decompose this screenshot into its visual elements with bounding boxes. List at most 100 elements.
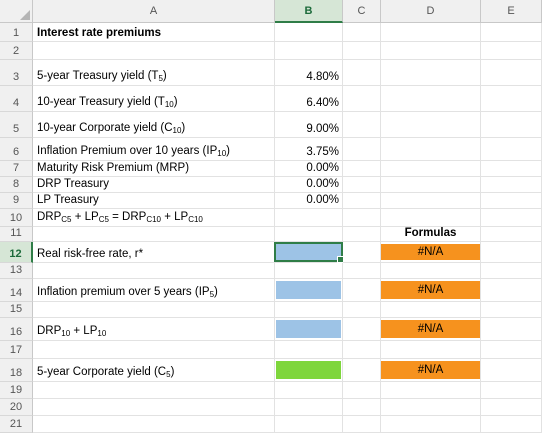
cell-e2[interactable] (481, 42, 542, 60)
cell-c14[interactable] (343, 279, 381, 302)
cell-d8[interactable] (381, 177, 481, 193)
cell-b19[interactable] (275, 382, 343, 399)
cell-d20[interactable] (381, 399, 481, 416)
cell-d6[interactable] (381, 138, 481, 161)
cell-d18[interactable]: #N/A (381, 359, 481, 382)
cell-a1[interactable]: Interest rate premiums (33, 23, 275, 42)
cell-c13[interactable] (343, 263, 381, 279)
cell-b1[interactable] (275, 23, 343, 42)
cell-e9[interactable] (481, 193, 542, 209)
cell-c12[interactable] (343, 242, 381, 263)
cell-d3[interactable] (381, 60, 481, 86)
row-header-2[interactable]: 2 (0, 42, 33, 60)
cell-b3[interactable]: 4.80% (275, 60, 343, 86)
cell-a16[interactable]: DRP10 + LP10 (33, 318, 275, 341)
cell-a13[interactable] (33, 263, 275, 279)
row-header-17[interactable]: 17 (0, 341, 33, 359)
cell-d7[interactable] (381, 161, 481, 177)
cell-b7[interactable]: 0.00% (275, 161, 343, 177)
cell-a15[interactable] (33, 302, 275, 318)
cell-a5[interactable]: 10-year Corporate yield (C10) (33, 112, 275, 138)
cell-b9[interactable]: 0.00% (275, 193, 343, 209)
row-header-21[interactable]: 21 (0, 416, 33, 433)
cell-e20[interactable] (481, 399, 542, 416)
cell-b16[interactable] (275, 318, 343, 341)
cell-e18[interactable] (481, 359, 542, 382)
cell-c5[interactable] (343, 112, 381, 138)
row-header-13[interactable]: 13 (0, 263, 33, 279)
cell-c7[interactable] (343, 161, 381, 177)
cell-a8[interactable]: DRP Treasury (33, 177, 275, 193)
cell-a20[interactable] (33, 399, 275, 416)
row-header-20[interactable]: 20 (0, 399, 33, 416)
cell-e21[interactable] (481, 416, 542, 433)
cell-d5[interactable] (381, 112, 481, 138)
row-header-15[interactable]: 15 (0, 302, 33, 318)
row-header-4[interactable]: 4 (0, 86, 33, 112)
row-header-3[interactable]: 3 (0, 60, 33, 86)
cell-e10[interactable] (481, 209, 542, 227)
cell-c3[interactable] (343, 60, 381, 86)
cell-c6[interactable] (343, 138, 381, 161)
column-header-a[interactable]: A (33, 0, 275, 23)
cell-b15[interactable] (275, 302, 343, 318)
cell-e4[interactable] (481, 86, 542, 112)
row-header-12[interactable]: 12 (0, 242, 33, 263)
cell-c21[interactable] (343, 416, 381, 433)
cell-c9[interactable] (343, 193, 381, 209)
cell-b20[interactable] (275, 399, 343, 416)
cell-d1[interactable] (381, 23, 481, 42)
cell-c10[interactable] (343, 209, 381, 227)
cell-b18[interactable] (275, 359, 343, 382)
cell-a7[interactable]: Maturity Risk Premium (MRP) (33, 161, 275, 177)
column-header-d[interactable]: D (381, 0, 481, 23)
row-header-19[interactable]: 19 (0, 382, 33, 399)
fill-handle[interactable] (337, 256, 344, 263)
select-all-corner[interactable] (0, 0, 33, 23)
cell-d2[interactable] (381, 42, 481, 60)
cell-d12[interactable]: #N/A (381, 242, 481, 263)
column-header-b[interactable]: B (275, 0, 343, 23)
cell-e15[interactable] (481, 302, 542, 318)
cell-b10[interactable] (275, 209, 343, 227)
row-header-10[interactable]: 10 (0, 209, 33, 227)
cell-c11[interactable] (343, 227, 381, 242)
cell-e14[interactable] (481, 279, 542, 302)
cell-c16[interactable] (343, 318, 381, 341)
cell-e8[interactable] (481, 177, 542, 193)
cell-c18[interactable] (343, 359, 381, 382)
cell-c1[interactable] (343, 23, 381, 42)
cell-d19[interactable] (381, 382, 481, 399)
cell-d16[interactable]: #N/A (381, 318, 481, 341)
cell-d14[interactable]: #N/A (381, 279, 481, 302)
cell-b11[interactable] (275, 227, 343, 242)
row-header-6[interactable]: 6 (0, 138, 33, 161)
cell-a12[interactable]: Real risk-free rate, r* (33, 242, 275, 263)
cell-c20[interactable] (343, 399, 381, 416)
cell-a2[interactable] (33, 42, 275, 60)
cell-e3[interactable] (481, 60, 542, 86)
row-header-1[interactable]: 1 (0, 23, 33, 42)
row-header-11[interactable]: 11 (0, 227, 33, 242)
cell-c15[interactable] (343, 302, 381, 318)
cell-a19[interactable] (33, 382, 275, 399)
cell-e11[interactable] (481, 227, 542, 242)
cell-b21[interactable] (275, 416, 343, 433)
column-header-e[interactable]: E (481, 0, 542, 23)
row-header-5[interactable]: 5 (0, 112, 33, 138)
cell-b2[interactable] (275, 42, 343, 60)
cell-b8[interactable]: 0.00% (275, 177, 343, 193)
cell-c4[interactable] (343, 86, 381, 112)
cell-e12[interactable] (481, 242, 542, 263)
row-header-14[interactable]: 14 (0, 279, 33, 302)
cell-d11[interactable]: Formulas (381, 227, 481, 242)
cell-a21[interactable] (33, 416, 275, 433)
cell-e6[interactable] (481, 138, 542, 161)
cell-c17[interactable] (343, 341, 381, 359)
row-header-18[interactable]: 18 (0, 359, 33, 382)
cell-a4[interactable]: 10-year Treasury yield (T10) (33, 86, 275, 112)
row-header-16[interactable]: 16 (0, 318, 33, 341)
cell-c8[interactable] (343, 177, 381, 193)
cell-e5[interactable] (481, 112, 542, 138)
column-header-c[interactable]: C (343, 0, 381, 23)
